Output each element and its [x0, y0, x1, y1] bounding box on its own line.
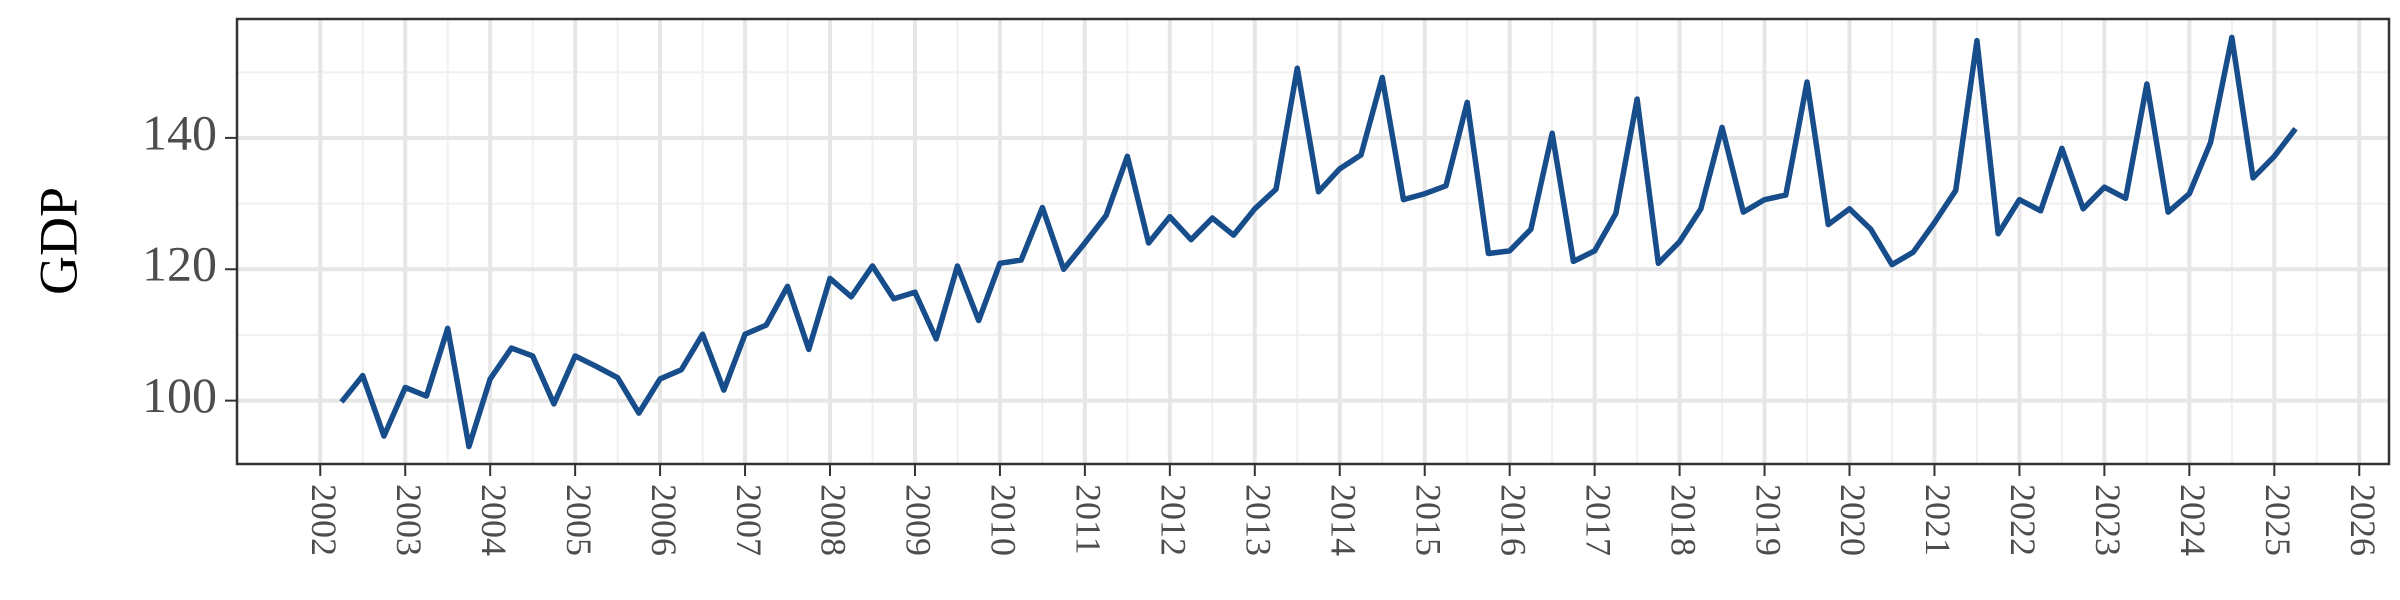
x-tick-label: 2016	[1493, 484, 1533, 556]
y-tick-label: 100	[142, 367, 217, 423]
x-tick-label: 2005	[559, 484, 599, 556]
y-tick-label: 140	[142, 104, 217, 160]
x-tick-label: 2004	[474, 484, 514, 556]
y-axis-title: GDP	[28, 187, 88, 295]
x-tick-label: 2018	[1663, 484, 1703, 556]
x-tick-label: 2011	[1069, 484, 1109, 555]
x-tick-label: 2014	[1323, 484, 1363, 556]
x-tick-label: 2013	[1239, 484, 1279, 556]
x-tick-label: 2009	[899, 484, 939, 556]
x-tick-label: 2006	[644, 484, 684, 556]
x-tick-label: 2019	[1748, 484, 1788, 556]
x-tick-label: 2012	[1154, 484, 1194, 556]
x-tick-label: 2010	[984, 484, 1024, 556]
data-line	[339, 34, 2298, 450]
x-tick-label: 2026	[2343, 484, 2383, 556]
x-tick-label: 2020	[1833, 484, 1873, 556]
x-tick-label: 2017	[1578, 484, 1618, 556]
x-tick-label: 2007	[729, 484, 769, 556]
x-tick-label: 2022	[2003, 484, 2043, 556]
x-tick-label: 2024	[2173, 484, 2213, 556]
x-tick-label: 2023	[2088, 484, 2128, 556]
x-tick-label: 2025	[2258, 484, 2298, 556]
x-tick-label: 2021	[1918, 484, 1958, 556]
plot-frame	[235, 17, 2391, 466]
x-tick-label: 2003	[389, 484, 429, 556]
x-tick-label: 2008	[814, 484, 854, 556]
y-tick-label: 120	[142, 236, 217, 292]
x-tick-label: 2002	[304, 484, 344, 556]
x-tick-label: 2015	[1408, 484, 1448, 556]
